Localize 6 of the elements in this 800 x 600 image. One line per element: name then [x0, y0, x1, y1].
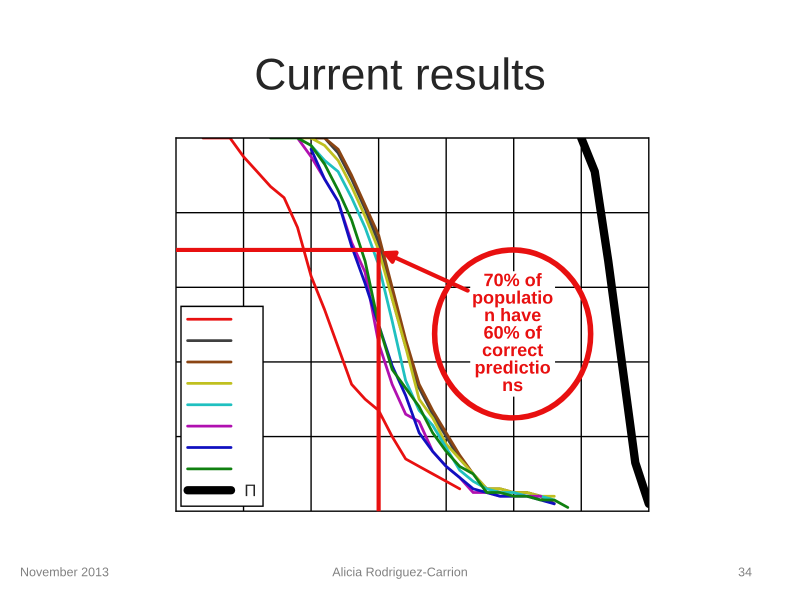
text: 34: [738, 568, 752, 576]
text: Alicia Rodriguez-Carrion: [332, 567, 467, 579]
legend-label: Π: [246, 484, 256, 496]
annotation: 70% of populatio n have 60% of correct predictio ns: [473, 273, 553, 392]
text: November 2013: [21, 567, 108, 576]
chart-title: Current results: [256, 57, 544, 90]
